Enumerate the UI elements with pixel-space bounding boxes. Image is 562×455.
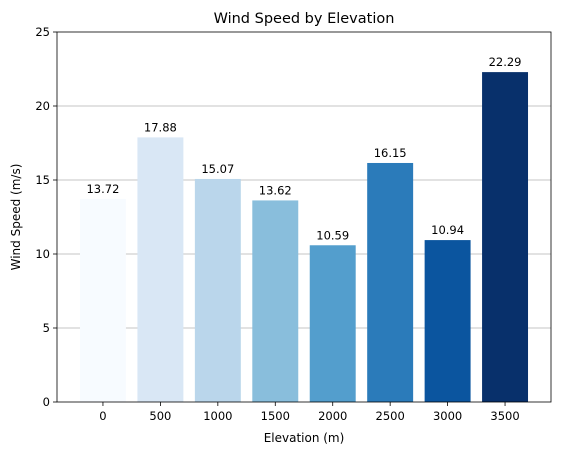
x-tick-label: 3500 [490, 409, 519, 423]
y-tick-label: 10 [35, 247, 50, 261]
y-axis: 0 5 10 15 20 25 [35, 25, 57, 409]
bar-value-label: 13.72 [86, 182, 119, 196]
plot-frame [56, 31, 552, 403]
y-tick-label: 20 [35, 99, 50, 113]
bar-value-label: 17.88 [144, 120, 177, 134]
x-tick-label: 1500 [261, 409, 290, 423]
x-axis: 0 500 1000 1500 2000 2500 3000 3500 [99, 402, 520, 423]
bar [194, 178, 241, 402]
x-tick-label: 500 [149, 409, 171, 423]
x-tick-label: 2000 [318, 409, 347, 423]
bars [79, 72, 529, 402]
y-tick-label: 5 [43, 321, 50, 335]
bar-value-label: 10.94 [431, 223, 464, 237]
bar-value-label: 16.15 [374, 146, 407, 160]
chart-title: Wind Speed by Elevation [214, 11, 395, 27]
x-tick-label: 1000 [203, 409, 232, 423]
bar [424, 240, 471, 402]
x-tick-label: 2500 [376, 409, 405, 423]
bar-value-label: 22.29 [489, 55, 522, 69]
y-tick-label: 15 [35, 173, 50, 187]
bar-value-label: 15.07 [201, 162, 234, 176]
x-tick-label: 0 [99, 409, 106, 423]
bar [252, 200, 299, 402]
y-axis-label: Wind Speed (m/s) [9, 164, 23, 271]
grid-lines [57, 105, 551, 329]
x-axis-label: Elevation (m) [264, 431, 345, 445]
x-tick-label: 3000 [433, 409, 462, 423]
bar [79, 198, 126, 402]
bar-value-label: 13.62 [259, 183, 292, 197]
bar-value-label: 10.59 [316, 228, 349, 242]
y-tick-label: 0 [43, 395, 50, 409]
y-tick-label: 25 [35, 25, 50, 39]
bar [309, 245, 356, 402]
data-labels: 13.72 17.88 15.07 13.62 10.59 16.15 10.94 22.29 [86, 55, 521, 242]
bar [367, 162, 414, 402]
bar [137, 137, 184, 402]
bar [482, 72, 529, 402]
